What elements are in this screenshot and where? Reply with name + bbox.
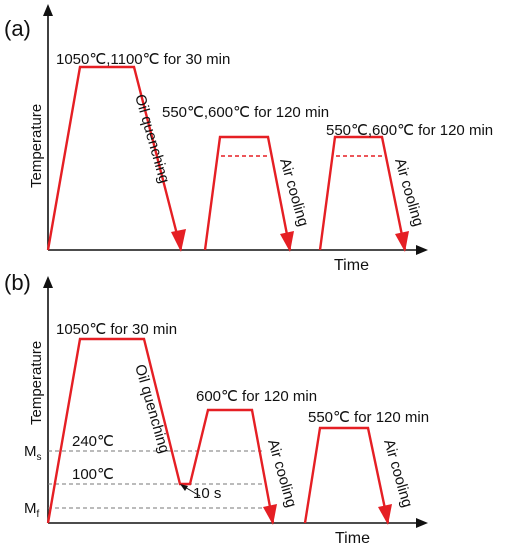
panel-b-x-axis-label: Time	[335, 530, 370, 547]
panel-b-ms-label: Ms	[24, 443, 42, 463]
panel-a-air-cooling-2-label: Air cooling	[391, 156, 427, 228]
panel-b-x-axis-arrowhead	[416, 518, 428, 528]
panel-b-austenitize-label: 1050℃ for 30 min	[56, 321, 177, 338]
panel-b: (b) Temperature Time Ms Mf 240℃ 100℃ 105…	[4, 270, 429, 547]
panel-b-y-axis-label: Temperature	[28, 341, 45, 425]
panel-b-hold-time-label: 10 s	[193, 485, 221, 502]
panel-a-quench-arrowhead	[171, 229, 186, 252]
panel-a: (a) Temperature Time 1050℃,1100℃ for 30 …	[4, 4, 493, 274]
panel-a-air-cooling-1-label: Air cooling	[276, 156, 312, 228]
panel-a-x-axis-label: Time	[334, 257, 369, 274]
panel-a-y-axis-label: Temperature	[28, 104, 45, 188]
panel-a-austenitize-curve	[46, 65, 183, 251]
panel-b-temper-label: 550℃ for 120 min	[308, 409, 429, 426]
panel-a-temper1-curve	[203, 135, 292, 251]
panel-b-y-axis-arrowhead	[43, 276, 53, 288]
panel-b-hold-pointer-head	[180, 484, 188, 491]
panel-b-ms-temp-label: 240℃	[72, 433, 114, 450]
panel-b-air-cooling-1-arrowhead	[263, 504, 277, 525]
panel-b-temper-curve	[303, 426, 390, 524]
panel-a-temper1-label: 550℃,600℃ for 120 min	[162, 104, 329, 121]
panel-a-label: (a)	[4, 16, 31, 41]
panel-b-mf-label: Mf	[24, 500, 40, 520]
panel-b-quench-label: Oil quenching	[131, 362, 173, 455]
panel-a-temper2-label: 550℃,600℃ for 120 min	[326, 122, 493, 139]
panel-b-main-curve	[46, 337, 275, 524]
panel-a-x-axis-arrowhead	[416, 245, 428, 255]
panel-a-temper2-arrowhead	[395, 231, 409, 252]
panel-b-air-cooling-2-label: Air cooling	[380, 437, 416, 509]
panel-a-temper2-curve	[318, 135, 407, 251]
panel-a-austenitize-label: 1050℃,1100℃ for 30 min	[56, 51, 230, 68]
panel-a-y-axis-arrowhead	[43, 4, 53, 16]
panel-a-temper1-arrowhead	[280, 231, 294, 252]
panel-b-air-cooling-2-arrowhead	[378, 504, 392, 525]
panel-b-quench-temp-label: 100℃	[72, 466, 114, 483]
panel-b-label: (b)	[4, 270, 31, 295]
panel-b-partition-label: 600℃ for 120 min	[196, 388, 317, 405]
